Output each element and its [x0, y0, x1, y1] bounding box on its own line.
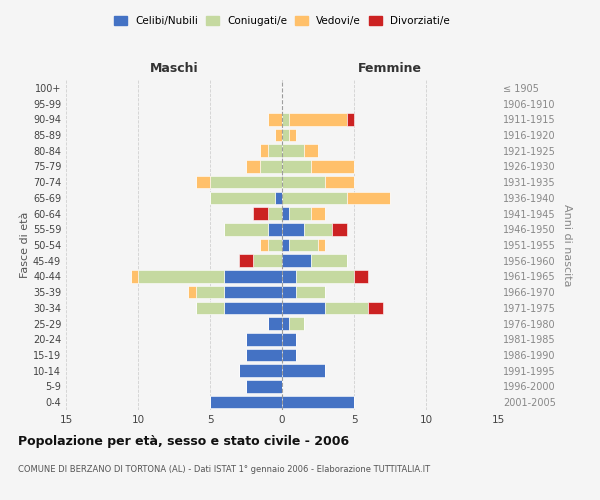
Bar [188, 286, 196, 298]
Bar [282, 348, 296, 362]
Bar [210, 396, 282, 408]
Bar [282, 160, 311, 172]
Bar [131, 270, 138, 282]
Bar [304, 223, 332, 235]
Bar [224, 270, 282, 282]
Bar [347, 192, 390, 204]
Bar [282, 144, 304, 157]
Bar [138, 270, 224, 282]
Bar [282, 128, 289, 141]
Bar [325, 302, 368, 314]
Bar [268, 113, 282, 126]
Bar [260, 160, 282, 172]
Text: Maschi: Maschi [149, 62, 199, 76]
Bar [268, 238, 282, 252]
Bar [210, 176, 282, 188]
Bar [282, 270, 296, 282]
Bar [368, 302, 383, 314]
Bar [268, 318, 282, 330]
Bar [304, 144, 318, 157]
Bar [246, 333, 282, 345]
Bar [282, 238, 289, 252]
Bar [296, 286, 325, 298]
Bar [268, 144, 282, 157]
Text: COMUNE DI BERZANO DI TORTONA (AL) - Dati ISTAT 1° gennaio 2006 - Elaborazione TU: COMUNE DI BERZANO DI TORTONA (AL) - Dati… [18, 465, 430, 474]
Bar [268, 208, 282, 220]
Bar [196, 176, 210, 188]
Bar [282, 208, 289, 220]
Bar [289, 318, 304, 330]
Bar [224, 223, 268, 235]
Bar [282, 333, 296, 345]
Bar [282, 254, 311, 267]
Bar [253, 208, 268, 220]
Bar [289, 128, 296, 141]
Legend: Celibi/Nubili, Coniugati/e, Vedovi/e, Divorziati/e: Celibi/Nubili, Coniugati/e, Vedovi/e, Di… [111, 12, 453, 29]
Bar [246, 160, 260, 172]
Bar [253, 254, 282, 267]
Bar [268, 223, 282, 235]
Bar [246, 380, 282, 392]
Bar [347, 113, 354, 126]
Y-axis label: Fasce di età: Fasce di età [20, 212, 30, 278]
Bar [289, 113, 347, 126]
Bar [282, 286, 296, 298]
Bar [282, 223, 304, 235]
Bar [289, 208, 311, 220]
Bar [260, 144, 268, 157]
Y-axis label: Anni di nascita: Anni di nascita [562, 204, 572, 286]
Bar [239, 364, 282, 377]
Bar [311, 254, 347, 267]
Bar [210, 192, 275, 204]
Bar [325, 176, 354, 188]
Bar [275, 128, 282, 141]
Bar [275, 192, 282, 204]
Bar [289, 238, 318, 252]
Bar [196, 302, 224, 314]
Bar [354, 270, 368, 282]
Bar [246, 348, 282, 362]
Bar [224, 302, 282, 314]
Bar [282, 176, 325, 188]
Bar [260, 238, 268, 252]
Bar [282, 396, 354, 408]
Text: Popolazione per età, sesso e stato civile - 2006: Popolazione per età, sesso e stato civil… [18, 435, 349, 448]
Bar [282, 302, 325, 314]
Text: Femmine: Femmine [358, 62, 422, 76]
Bar [239, 254, 253, 267]
Bar [282, 113, 289, 126]
Bar [311, 160, 354, 172]
Bar [332, 223, 347, 235]
Bar [224, 286, 282, 298]
Bar [282, 318, 289, 330]
Bar [282, 364, 325, 377]
Bar [282, 192, 347, 204]
Bar [318, 238, 325, 252]
Bar [296, 270, 354, 282]
Bar [311, 208, 325, 220]
Bar [196, 286, 224, 298]
